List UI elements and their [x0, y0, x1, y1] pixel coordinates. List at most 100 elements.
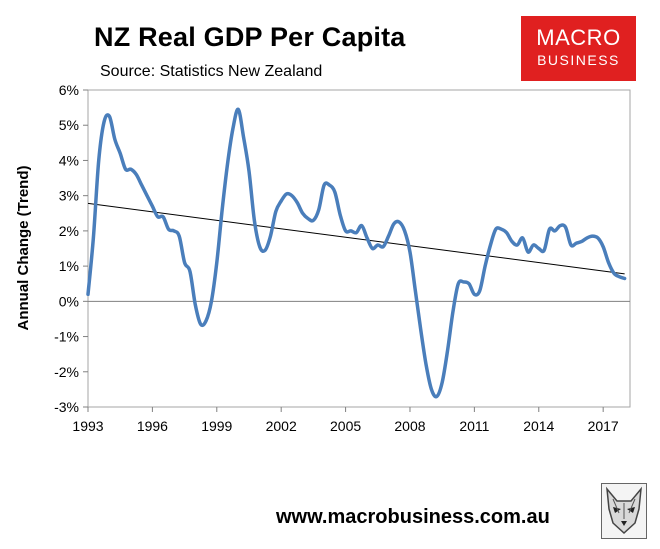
x-tick-label: 2008: [394, 418, 425, 434]
data-point: [237, 108, 240, 111]
data-point: [285, 193, 288, 195]
data-point: [376, 244, 379, 246]
data-point: [333, 191, 336, 194]
data-point: [468, 282, 470, 285]
data-point: [543, 249, 546, 252]
data-point: [430, 388, 433, 391]
data-point: [258, 245, 261, 248]
data-point: [527, 251, 529, 253]
y-tick-label: 1%: [59, 258, 79, 274]
data-point: [274, 210, 277, 213]
data-point: [392, 222, 395, 225]
data-point: [226, 163, 229, 165]
data-point: [441, 381, 444, 384]
data-point: [215, 261, 218, 264]
data-point: [167, 228, 170, 231]
data-point: [183, 261, 186, 264]
x-tick-label: 2017: [588, 418, 619, 434]
y-tick-label: 0%: [59, 293, 79, 309]
data-point: [199, 323, 202, 326]
data-point: [350, 229, 352, 232]
data-point: [231, 127, 234, 130]
data-point: [623, 277, 626, 280]
y-tick-label: 3%: [59, 188, 79, 204]
data-point: [387, 235, 390, 238]
data-point: [312, 219, 315, 222]
data-point: [371, 247, 374, 250]
data-point: [591, 235, 594, 238]
x-tick-label: 2005: [330, 418, 361, 434]
data-point: [452, 311, 454, 313]
data-point: [301, 212, 304, 215]
data-point: [97, 159, 100, 162]
data-point: [344, 229, 347, 232]
data-point: [162, 215, 165, 218]
data-point: [425, 363, 427, 366]
logo-line-2: BUSINESS: [537, 52, 620, 68]
data-point: [103, 120, 105, 123]
data-point: [317, 208, 320, 211]
data-point: [414, 289, 417, 292]
logo-line-1: MACRO: [536, 25, 621, 50]
data-point: [355, 231, 358, 234]
data-point: [409, 251, 411, 253]
data-point: [575, 242, 578, 245]
data-point: [473, 293, 476, 296]
data-point: [446, 349, 449, 352]
data-point: [537, 247, 540, 250]
data-point: [140, 184, 143, 187]
data-point: [580, 240, 583, 243]
data-point: [339, 214, 342, 216]
y-tick-label: 4%: [59, 152, 79, 168]
data-point: [156, 215, 159, 218]
data-point: [280, 200, 283, 202]
x-tick-label: 1993: [72, 418, 103, 434]
data-point: [559, 224, 562, 227]
data-point: [242, 136, 245, 139]
data-point: [478, 289, 481, 292]
data-point: [613, 272, 615, 275]
data-point: [296, 201, 299, 204]
trend-line: [87, 202, 625, 275]
data-point: [570, 244, 572, 246]
data-point: [264, 249, 266, 252]
data-point: [494, 228, 497, 231]
x-tick-label: 2011: [459, 418, 489, 434]
data-point: [87, 293, 89, 296]
data-point: [328, 184, 331, 187]
data-point: [146, 194, 148, 197]
data-point: [108, 115, 111, 118]
data-point: [366, 237, 368, 239]
x-tick-label: 1996: [137, 418, 168, 434]
data-point: [602, 245, 605, 248]
data-point: [457, 282, 460, 285]
data-point: [194, 303, 197, 306]
data-point: [553, 229, 556, 232]
data-point: [113, 138, 116, 141]
data-point: [511, 240, 513, 243]
x-tick-label: 2014: [523, 418, 554, 434]
data-point: [178, 235, 181, 238]
x-tick-label: 2002: [266, 418, 297, 434]
data-point: [435, 395, 438, 398]
data-point: [205, 319, 207, 322]
footer-url: www.macrobusiness.com.au: [276, 506, 550, 528]
data-point: [607, 261, 610, 264]
data-point: [484, 265, 487, 268]
data-point: [253, 219, 256, 222]
y-tick-label: -1%: [54, 329, 79, 345]
macrobusiness-logo: MACRO BUSINESS: [521, 16, 636, 81]
y-axis-label: Annual Change (Trend): [15, 165, 32, 330]
y-tick-label: -2%: [54, 364, 79, 380]
data-point: [124, 168, 127, 171]
series-points: [87, 108, 626, 398]
data-point: [489, 244, 492, 246]
data-point: [500, 228, 503, 231]
data-point: [307, 217, 309, 220]
data-point: [382, 245, 385, 248]
chart-title: NZ Real GDP Per Capita: [94, 22, 406, 52]
data-point: [248, 170, 250, 172]
data-point: [398, 221, 401, 223]
data-point: [419, 328, 422, 331]
